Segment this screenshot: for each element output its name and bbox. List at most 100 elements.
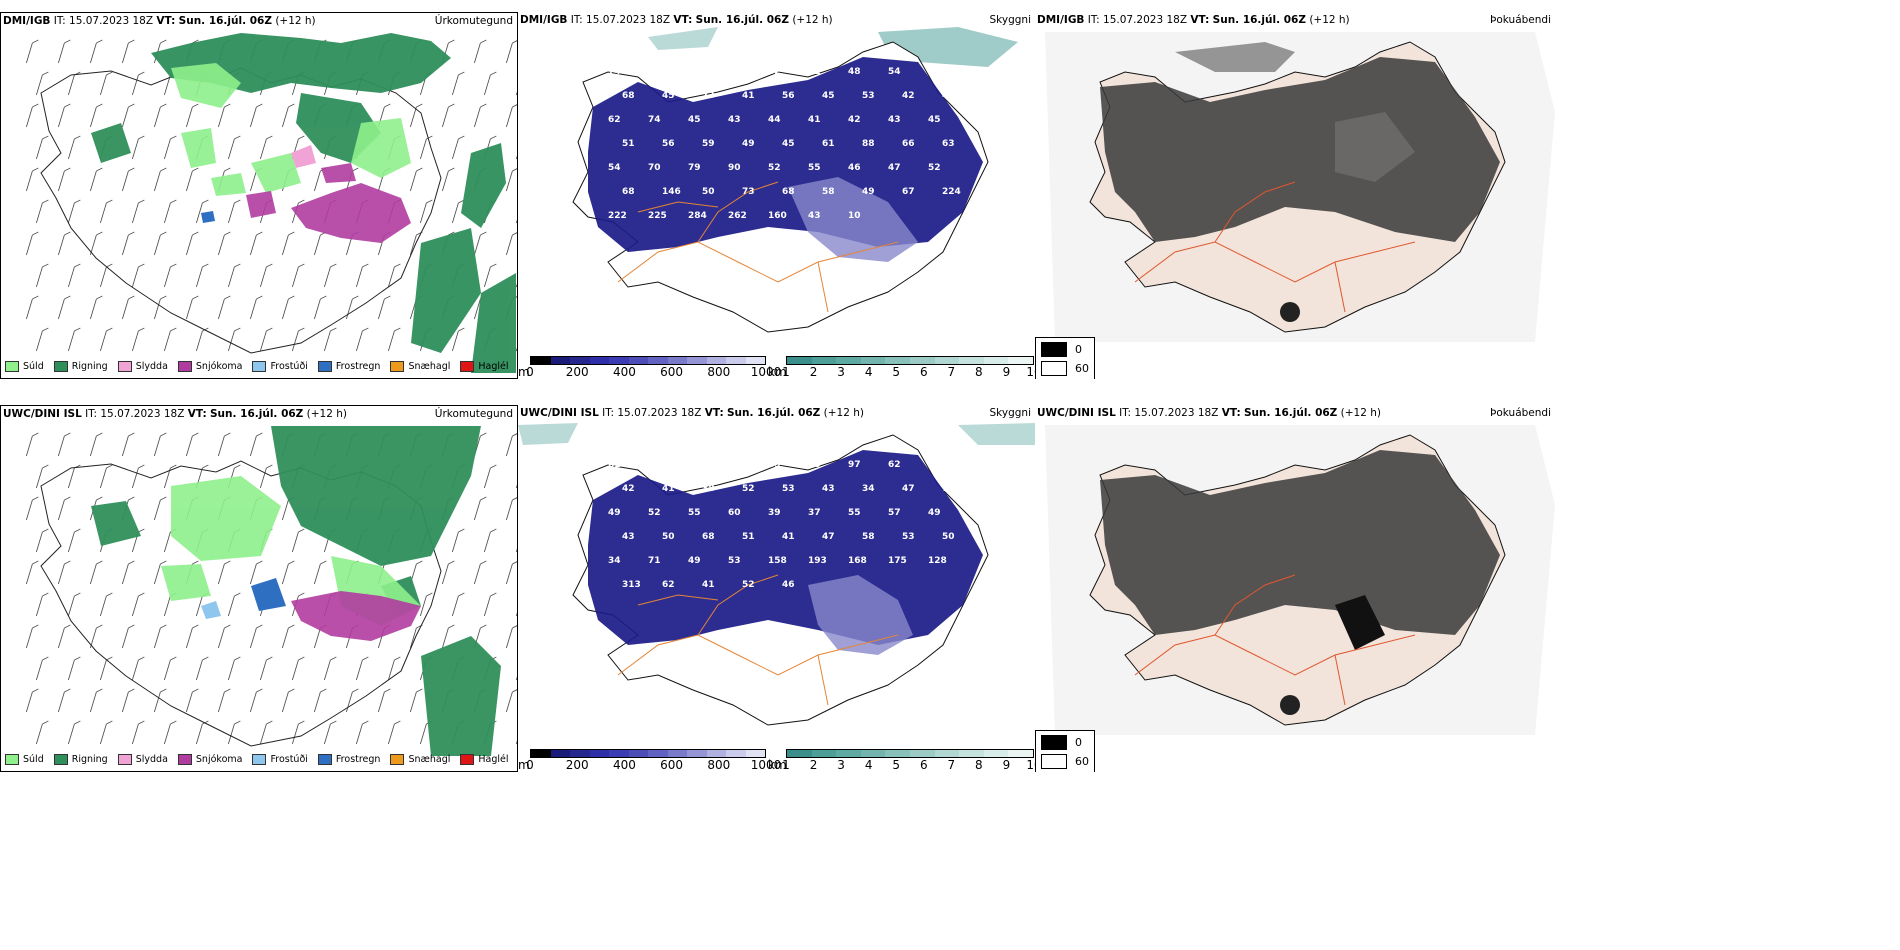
wind-barb [25,432,39,457]
colorbar-segment [726,357,746,364]
wind-barb [153,624,167,649]
wind-barb [35,592,49,617]
legend-swatch [460,754,475,765]
wind-barb [35,528,49,553]
colorbar-tick-label: 200 [565,365,589,379]
cloud-base-label: 70 [928,67,941,77]
cloud-base-label: 56 [782,91,795,101]
colorbar-segment [909,357,935,364]
wind-barb [355,720,369,745]
wind-barb [483,464,497,489]
wind-barb [259,656,273,681]
cloud-base-label: 52 [742,580,755,590]
wind-barb [25,103,39,128]
variable-label: Úrkomutegund [434,15,513,27]
wind-barb [67,592,81,617]
wind-barb [185,103,199,128]
cloud-base-label: 45 [688,460,701,470]
legend-item: Frostúði [252,754,308,765]
colorbar-segment [983,357,1009,364]
cloud-base-label: 43 [888,115,901,125]
wind-barb [25,39,39,64]
colorbar-tick-label: 4 [864,365,873,379]
wind-barb [99,464,113,489]
colorbar-tick-label: 1 [782,758,790,772]
cloud-base-label: 67 [902,187,915,197]
wind-barb [89,167,103,192]
wind-barb [227,592,241,617]
cloud-base-label: 193 [808,556,827,566]
legend-swatch [390,361,405,372]
wind-barb [323,656,337,681]
colorbar-ticks: 0 200 400 600 800 1000 [526,758,781,772]
colorbar-segment [885,750,910,757]
wind-barb [57,39,71,64]
cloud-base-label: 160 [768,211,787,221]
wind-barb [217,688,231,713]
wind-barb [291,327,305,352]
cloud-base-label: 74 [608,67,621,77]
wind-barb [131,135,145,160]
panel-title: UWC/DINI ISL IT: 15.07.2023 18Z VT: Sun.… [3,408,348,420]
wind-barb [185,231,199,256]
cloud-base-label: 45 [688,115,701,125]
wind-barb [99,71,113,96]
cloud-base-label: 45 [928,115,941,125]
wind-barb [153,231,167,256]
colorbar-segment [860,750,886,757]
colorbar-segment [1008,750,1033,757]
cloud-base-label: 54 [888,67,901,77]
colorbar-segment [589,750,609,757]
cloud-base-label: 61 [822,139,835,149]
wind-barb [163,464,177,489]
cloud-base-label: 10 [848,211,861,221]
cloud-base-label: 97 [848,460,861,470]
cloud-base-label: 41 [782,532,795,542]
cloud-base-label: 146 [662,187,681,197]
wind-barb [153,496,167,521]
wind-barb [419,135,433,160]
wind-barb [291,263,305,288]
wind-barb [451,135,465,160]
precip-type-map [25,33,517,373]
legend-swatch [117,361,132,372]
wind-barb [131,592,145,617]
wind-barb [185,688,199,713]
colorbar-tick-label: 2 [809,758,818,772]
cloud-base-label: 71 [648,556,661,566]
wind-barb [25,688,39,713]
colorbar-gradient [786,749,1034,758]
wind-barb [163,135,177,160]
cloud-base-label: 52 [648,508,661,518]
legend-swatch [252,754,267,765]
wind-barb [89,39,103,64]
cloud-base-label: 262 [728,211,747,221]
cloud-base-label: 62 [728,67,741,77]
wind-barb [131,720,145,745]
cloud-base-label: 68 [622,91,635,101]
legend-item: Snæhagl [390,754,450,765]
legend-swatch [177,754,192,765]
cloud-base-label: 51 [622,139,635,149]
colorbar-gradient [530,356,766,365]
colorbar-segment [787,357,812,364]
cloud-base-label: 51 [742,532,755,542]
wind-barb [313,560,327,585]
visibility-map: 74 61 41 62 32 51 48 54 70 68 45 73 41 56 45 53 42 46 62 74… [572,27,1018,333]
wind-barb [153,432,167,457]
wind-barb [121,103,135,128]
colorbar-segment [648,357,668,364]
legend-item: Slydda [117,361,168,372]
cloud-base-label: 45 [662,91,675,101]
legend-item: Súld [5,361,44,372]
colorbar-tick-label: 10 [1026,365,1035,379]
cloud-base-label: 168 [848,556,867,566]
cloud-base-label: 175 [888,556,907,566]
cloud-base-label: 45 [782,139,795,149]
wind-barb [89,295,103,320]
colorbar-tick-label: 7 [947,365,956,379]
colorbar-tick-label: 2 [809,365,818,379]
cloud-base-label: 47 [902,484,915,494]
colorbar-segment [726,750,746,757]
legend-item: 0 [1041,735,1089,750]
